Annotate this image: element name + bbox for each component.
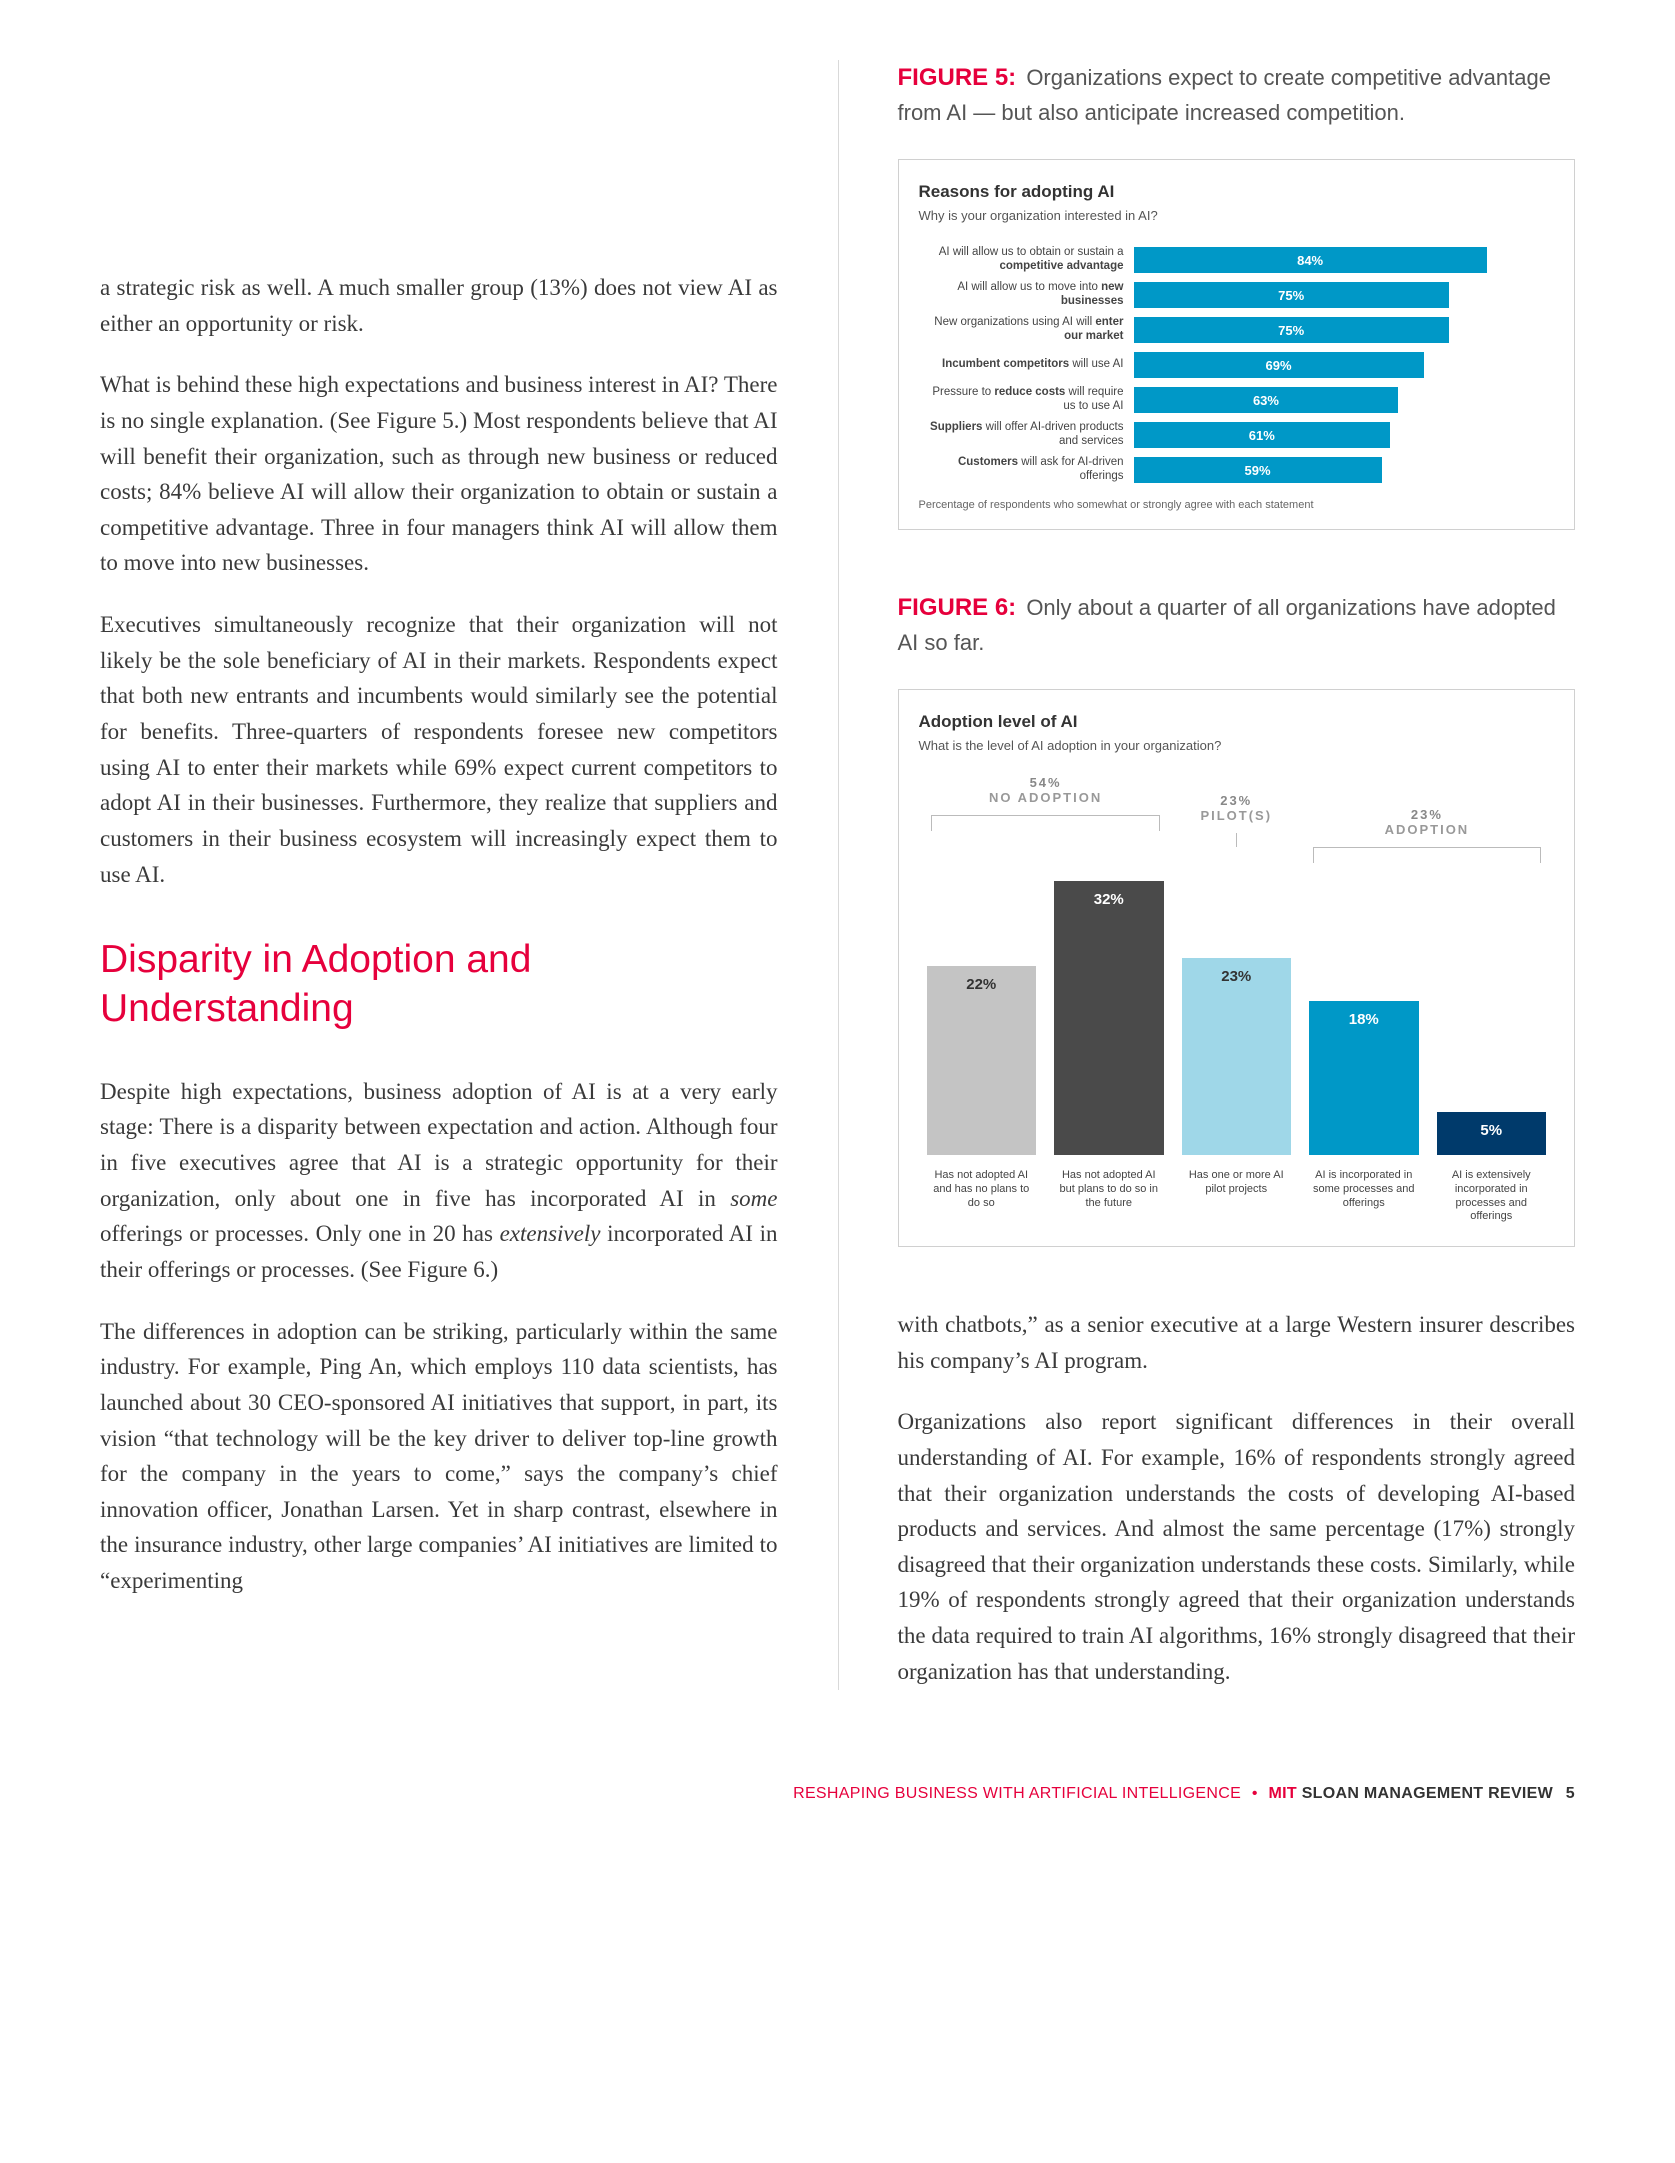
vbar-rect: 5% [1437, 1112, 1547, 1155]
group-bracket [931, 815, 1160, 831]
hbar-label: AI will allow us to move into new busine… [919, 281, 1134, 309]
hbar-row: AI will allow us to move into new busine… [919, 280, 1555, 310]
vbar-rect: 18% [1309, 1001, 1419, 1155]
group-label: 23%PILOT(S) [1200, 793, 1272, 823]
hbar-label: Incumbent competitors will use AI [919, 358, 1134, 372]
hbar-row: Suppliers will offer AI-driven products … [919, 420, 1555, 450]
figure5-subtitle: Why is your organization interested in A… [919, 208, 1555, 223]
hbar-row: AI will allow us to obtain or sustain a … [919, 245, 1555, 275]
hbar-row: Pressure to reduce costs will require us… [919, 385, 1555, 415]
vbar-category: AI is incorporated in some processes and… [1309, 1163, 1419, 1224]
group-label: 23%ADOPTION [1385, 807, 1470, 837]
hbar-track: 69% [1134, 352, 1555, 378]
vbar-rect: 22% [927, 966, 1037, 1155]
vbar-col: 5% [1437, 1112, 1547, 1155]
hbar-row: Customers will ask for AI-driven offerin… [919, 455, 1555, 485]
hbar-track: 75% [1134, 317, 1555, 343]
hbar-value: 59% [1245, 463, 1271, 478]
hbar-fill: 84% [1134, 247, 1487, 273]
body-para-6: with chatbots,” as a senior executive at… [898, 1307, 1576, 1378]
footer-smr: SLOAN MANAGEMENT REVIEW [1302, 1785, 1553, 1802]
body-para-3: Executives simultaneously recognize that… [100, 607, 778, 892]
figure5-footnote: Percentage of respondents who somewhat o… [919, 499, 1555, 511]
footer-bullet-icon: • [1246, 1785, 1264, 1802]
vbar-value: 23% [1221, 968, 1251, 985]
figure6-categories: Has not adopted AI and has no plans to d… [919, 1155, 1555, 1224]
hbar-label: Pressure to reduce costs will require us… [919, 386, 1134, 414]
body-para-2: What is behind these high expectations a… [100, 367, 778, 581]
vbar-col: 23% [1182, 958, 1292, 1155]
vbar-col: 18% [1309, 1001, 1419, 1155]
hbar-value: 63% [1253, 393, 1279, 408]
hbar-fill: 75% [1134, 317, 1449, 343]
body-para-1: a strategic risk as well. A much smaller… [100, 270, 778, 341]
hbar-row: New organizations using AI will enter ou… [919, 315, 1555, 345]
hbar-fill: 69% [1134, 352, 1424, 378]
vbar-category: Has one or more AI pilot projects [1182, 1163, 1292, 1224]
vbar-rect: 32% [1054, 881, 1164, 1155]
vbar-category: Has not adopted AI and has no plans to d… [927, 1163, 1037, 1224]
body-para-4: Despite high expectations, business adop… [100, 1074, 778, 1288]
vbar-col: 32% [1054, 881, 1164, 1155]
figure6-caption: FIGURE 6: Only about a quarter of all or… [898, 590, 1576, 659]
figure5-title: Reasons for adopting AI [919, 182, 1555, 202]
hbar-track: 61% [1134, 422, 1555, 448]
body-para-5: The differences in adoption can be strik… [100, 1314, 778, 1599]
figure6-chart: Adoption level of AI What is the level o… [898, 689, 1576, 1247]
hbar-row: Incumbent competitors will use AI 69% [919, 350, 1555, 380]
page: a strategic risk as well. A much smaller… [100, 60, 1575, 1715]
vbar-rect: 23% [1182, 958, 1292, 1155]
column-divider [838, 60, 839, 1690]
vbar-col: 22% [927, 966, 1037, 1155]
hbar-value: 75% [1278, 323, 1304, 338]
figure5-bars: AI will allow us to obtain or sustain a … [919, 245, 1555, 485]
vbar-category: AI is extensively incorporated in proces… [1437, 1163, 1547, 1224]
vbar-value: 5% [1480, 1122, 1502, 1139]
hbar-label: Customers will ask for AI-driven offerin… [919, 456, 1134, 484]
group-bracket [1313, 847, 1542, 863]
figure5-label: FIGURE 5: [898, 64, 1017, 91]
hbar-track: 59% [1134, 457, 1555, 483]
group-label: 54%NO ADOPTION [989, 775, 1102, 805]
hbar-fill: 61% [1134, 422, 1391, 448]
vbar-value: 32% [1094, 891, 1124, 908]
figure6-subtitle: What is the level of AI adoption in your… [919, 738, 1555, 753]
hbar-track: 84% [1134, 247, 1555, 273]
top-gap [100, 60, 778, 270]
footer-mit: MIT [1268, 1785, 1296, 1802]
hbar-value: 84% [1297, 253, 1323, 268]
figure6-group-brackets: 54%NO ADOPTION 23%PILOT(S) 23%ADOPTION [919, 775, 1555, 845]
hbar-fill: 75% [1134, 282, 1449, 308]
hbar-label: AI will allow us to obtain or sustain a … [919, 246, 1134, 274]
hbar-value: 75% [1278, 288, 1304, 303]
hbar-track: 63% [1134, 387, 1555, 413]
left-column: a strategic risk as well. A much smaller… [100, 60, 808, 1715]
hbar-label: New organizations using AI will enter ou… [919, 316, 1134, 344]
hbar-value: 69% [1266, 358, 1292, 373]
figure6-title: Adoption level of AI [919, 712, 1555, 732]
group-tick [1236, 833, 1237, 847]
figure6-label: FIGURE 6: [898, 594, 1017, 621]
right-column: FIGURE 5: Organizations expect to create… [868, 60, 1576, 1715]
body-para-7: Organizations also report significant di… [898, 1404, 1576, 1689]
hbar-track: 75% [1134, 282, 1555, 308]
figure5-caption: FIGURE 5: Organizations expect to create… [898, 60, 1576, 129]
hbar-label: Suppliers will offer AI-driven products … [919, 421, 1134, 449]
hbar-fill: 59% [1134, 457, 1382, 483]
vbar-value: 18% [1349, 1011, 1379, 1028]
footer-page-number: 5 [1558, 1785, 1575, 1802]
vbar-category: Has not adopted AI but plans to do so in… [1054, 1163, 1164, 1224]
vbar-value: 22% [966, 976, 996, 993]
footer-title: RESHAPING BUSINESS WITH ARTIFICIAL INTEL… [793, 1785, 1241, 1802]
figure6-bars: 22% 32% 23% 18% 5% [919, 855, 1555, 1155]
section-heading: Disparity in Adoption and Understanding [100, 936, 778, 1034]
figure5-chart: Reasons for adopting AI Why is your orga… [898, 159, 1576, 530]
hbar-fill: 63% [1134, 387, 1399, 413]
hbar-value: 61% [1249, 428, 1275, 443]
page-footer: RESHAPING BUSINESS WITH ARTIFICIAL INTEL… [100, 1785, 1575, 1803]
